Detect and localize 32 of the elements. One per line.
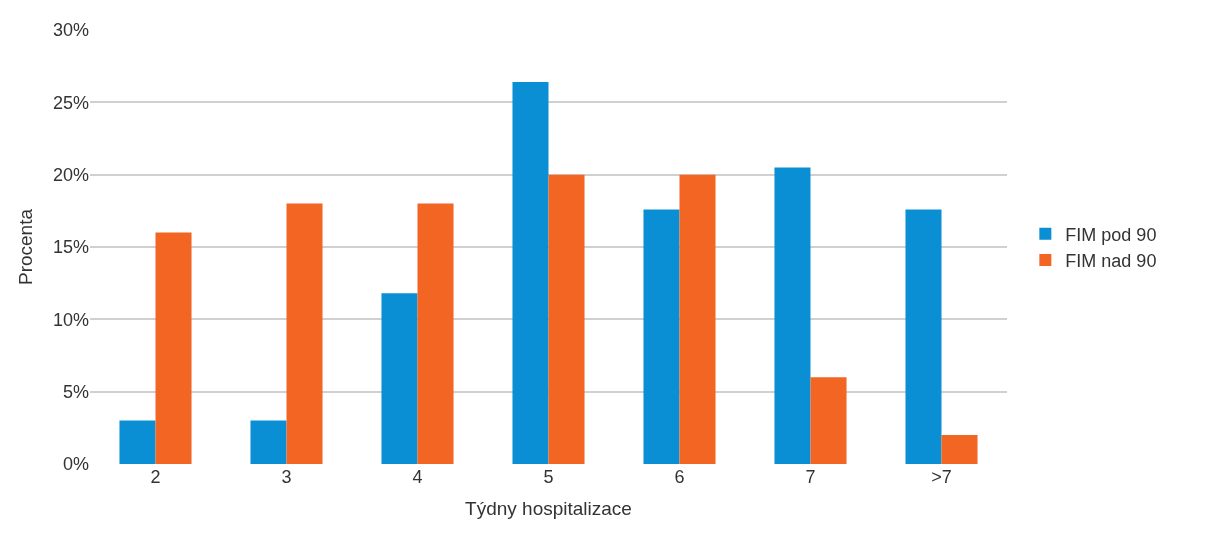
bar	[905, 209, 942, 464]
bar	[810, 377, 847, 464]
bar	[119, 420, 156, 464]
bar	[286, 203, 323, 464]
y-tick-label: 0%	[62, 454, 89, 475]
legend-label: FIM pod 90	[1065, 224, 1157, 245]
bar	[250, 420, 287, 464]
y-tick-label: 25%	[52, 92, 89, 113]
x-tick-label: >7	[931, 467, 952, 487]
y-tick-label: 20%	[52, 164, 89, 185]
x-axis-title: Týdny hospitalizace	[465, 497, 632, 519]
bar	[381, 293, 418, 464]
bar	[643, 209, 680, 464]
x-tick-label: 6	[674, 467, 685, 487]
bar	[679, 174, 716, 464]
x-tick-label: 7	[805, 467, 816, 487]
y-tick-label: 5%	[62, 381, 89, 402]
x-tick-label: 2	[150, 467, 161, 487]
y-tick-label: 15%	[52, 237, 89, 258]
x-tick-label: 4	[412, 467, 423, 487]
y-tick-label: 30%	[52, 20, 89, 41]
x-tick-label: 5	[543, 467, 554, 487]
x-tick-label: 3	[281, 467, 292, 487]
y-axis-title: Procenta	[14, 208, 36, 286]
y-tick-label: 10%	[52, 309, 89, 330]
bar	[512, 82, 549, 464]
legend-label: FIM nad 90	[1065, 251, 1157, 272]
bar	[548, 174, 585, 464]
bar	[417, 203, 454, 464]
bar	[941, 435, 978, 464]
bar	[774, 167, 811, 464]
bar	[155, 232, 192, 464]
